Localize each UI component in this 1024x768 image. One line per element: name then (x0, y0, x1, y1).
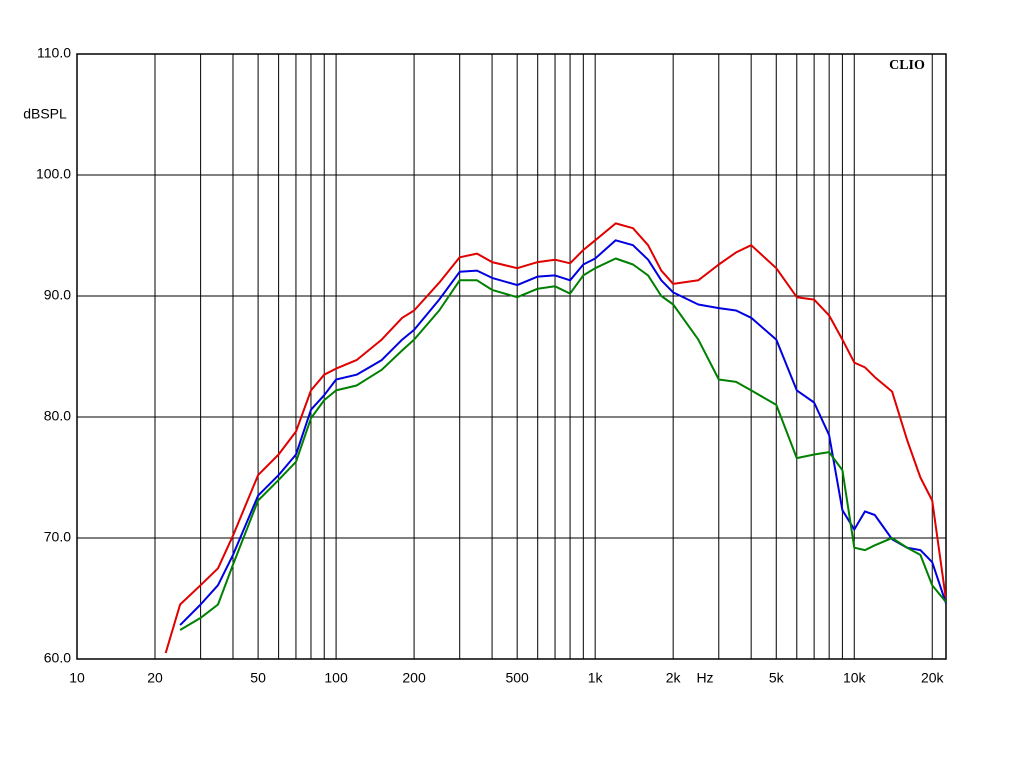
series-line (164, 222, 946, 654)
x-tick-label: 10k (843, 670, 867, 686)
x-axis-label: Hz (696, 670, 713, 686)
x-tick-label: 20k (921, 670, 945, 686)
x-tick-label: 500 (505, 670, 529, 686)
x-tick-label: 2k (666, 670, 682, 686)
y-tick-label: 80.0 (44, 408, 71, 424)
y-tick-label: 70.0 (44, 529, 71, 545)
x-tick-label: 5k (769, 670, 785, 686)
series-line (179, 257, 946, 631)
x-tick-label: 100 (324, 670, 348, 686)
y-tick-label: 60.0 (44, 650, 71, 666)
x-tick-label: 50 (250, 670, 266, 686)
y-tick-label: 100.0 (36, 166, 71, 182)
y-tick-label: 90.0 (44, 287, 71, 303)
plot-border (76, 53, 947, 660)
annotation: CLIO (889, 58, 925, 73)
y-tick-label: 110.0 (37, 45, 71, 61)
y-axis-label: dBSPL (23, 106, 67, 122)
x-tick-label: 1k (588, 670, 604, 686)
x-tick-label: 10 (69, 670, 85, 686)
series-line (179, 239, 946, 626)
x-tick-label: 200 (402, 670, 426, 686)
x-tick-label: 20 (147, 670, 163, 686)
